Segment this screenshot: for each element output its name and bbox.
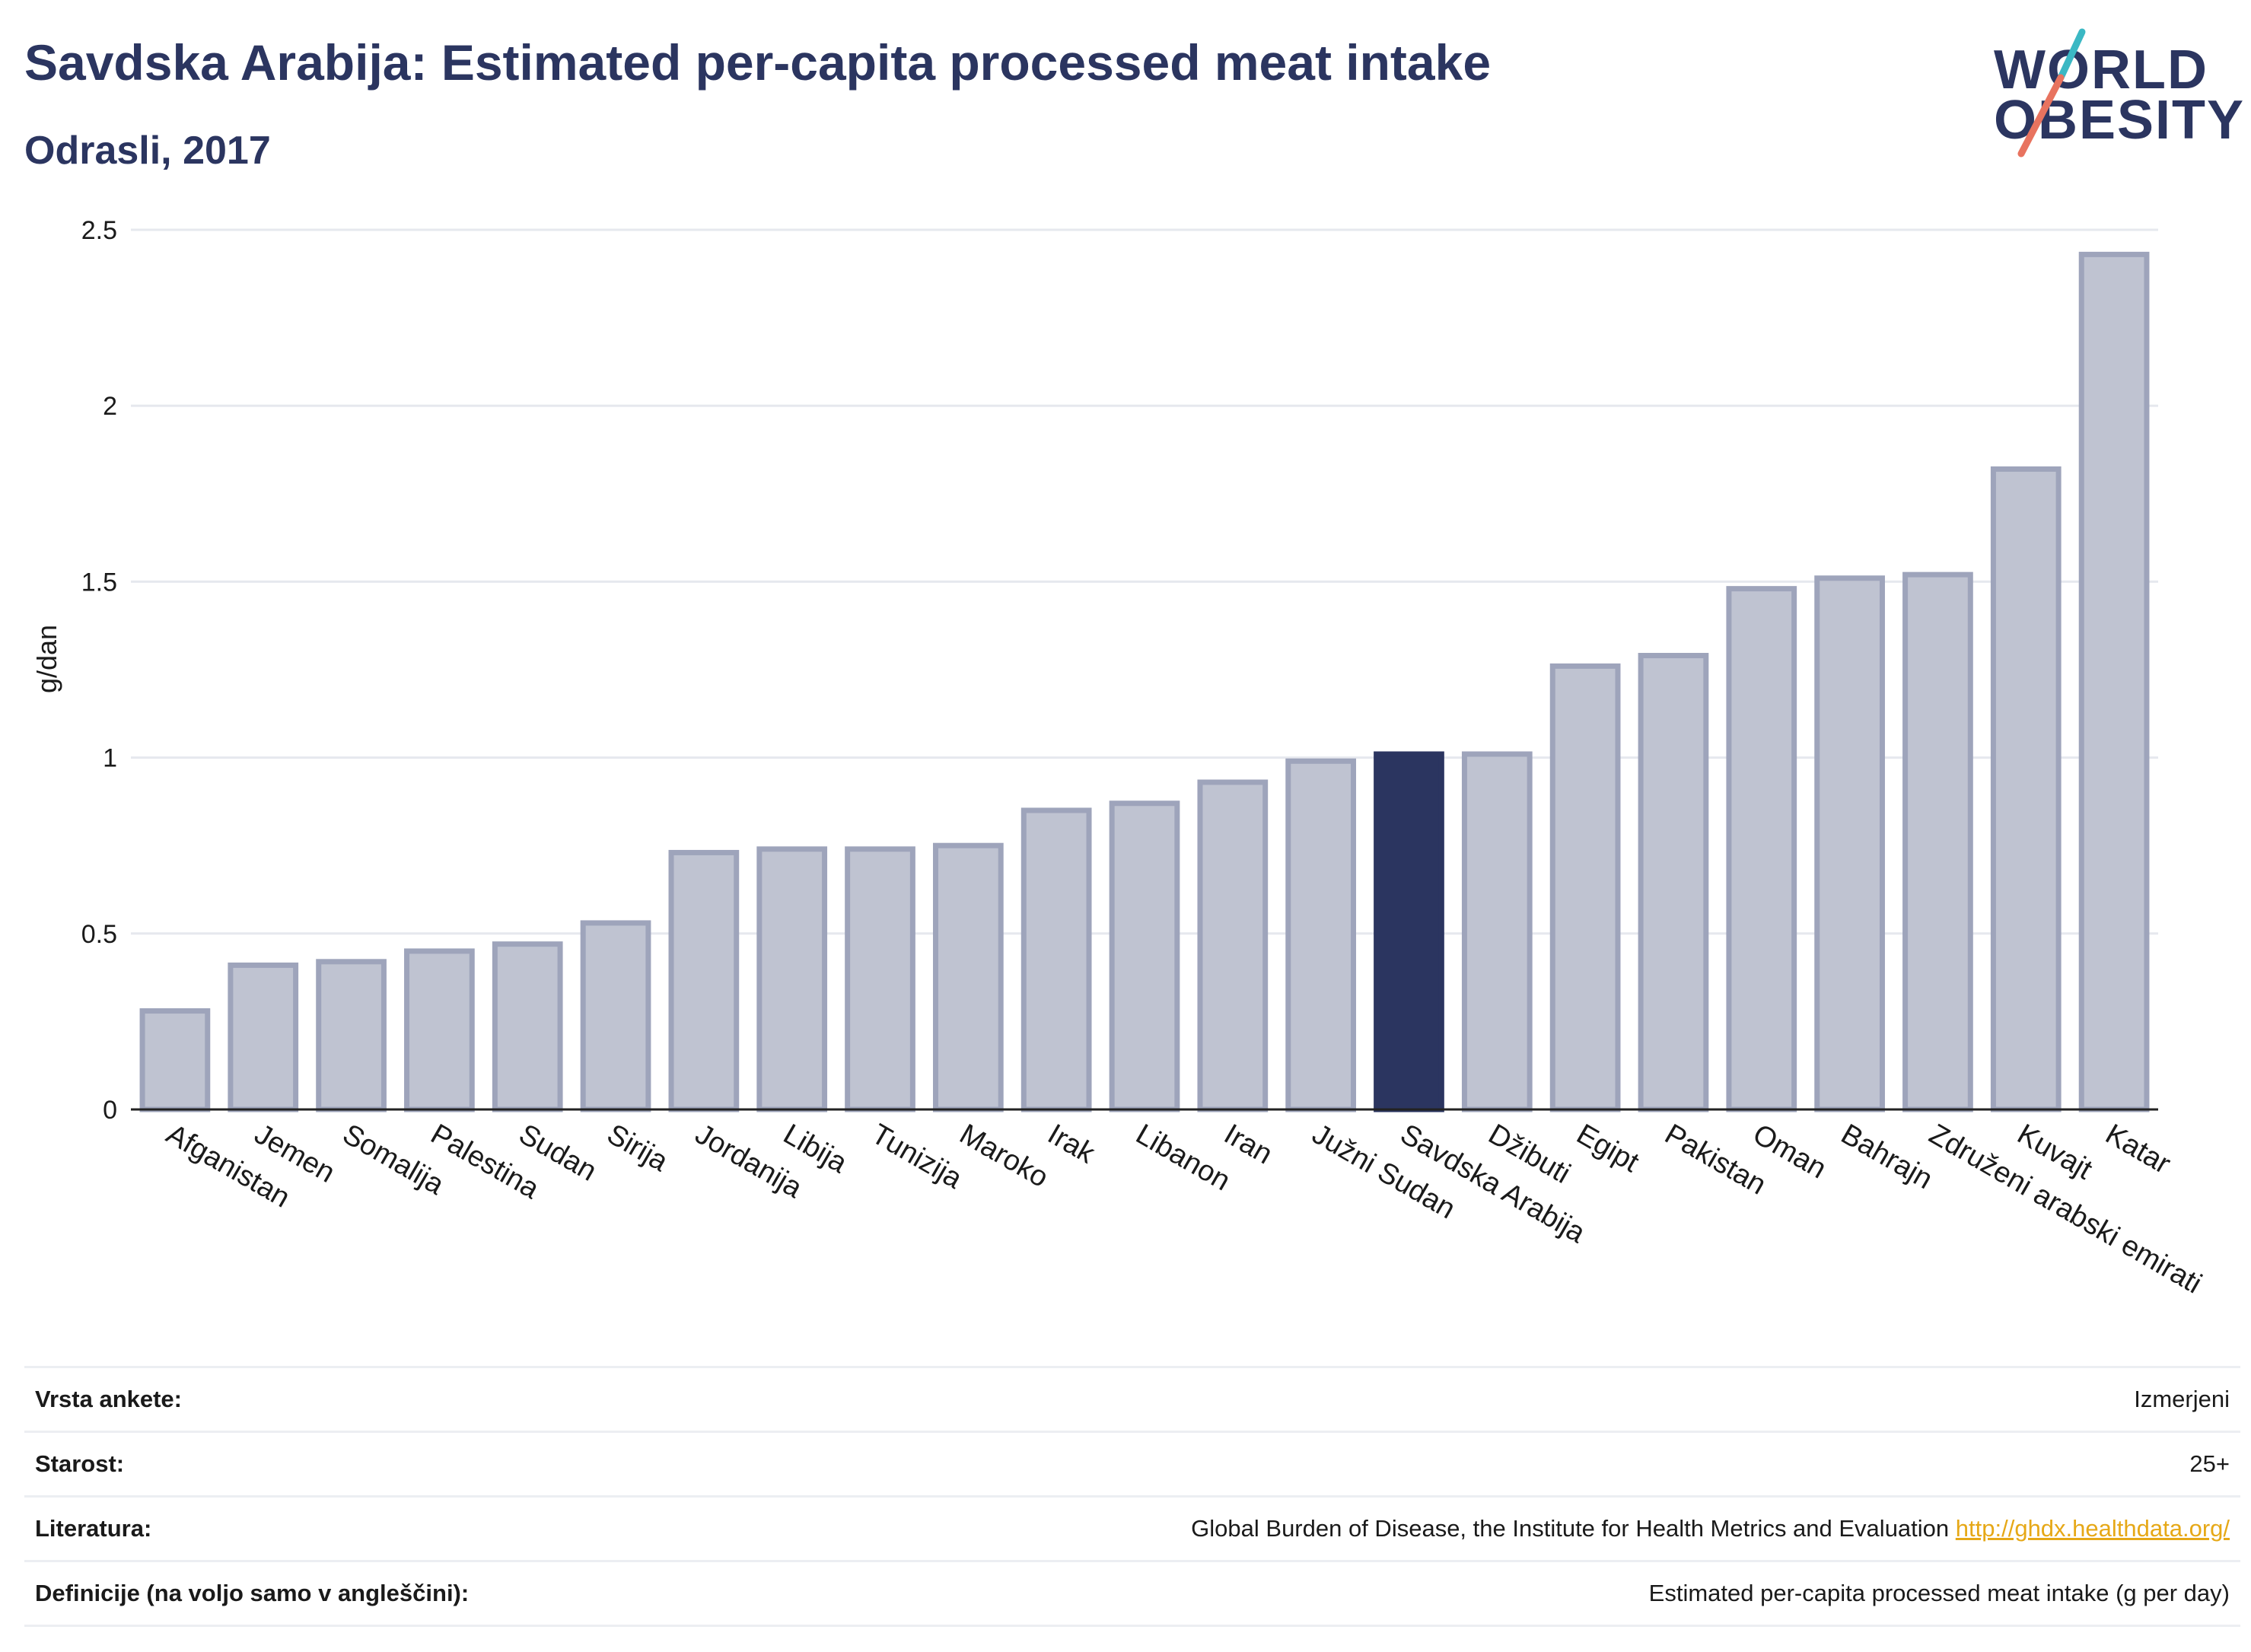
info-label: Literatura:	[35, 1515, 152, 1542]
x-tick-label: Libanon	[1131, 1118, 1236, 1197]
x-tick-label: Egipt	[1571, 1118, 1644, 1179]
bars	[139, 251, 2150, 1112]
bar-združeni-arabski-emirati	[1902, 571, 1973, 1112]
bar-chart: 0 0.5 1 1.5 2 2.5 AfganistanJemenSomalijaPale…	[31, 216, 2207, 1300]
y-axis-ticks: 0 0.5 1 1.5 2 2.5	[81, 216, 117, 1125]
bar-maroko	[932, 842, 1004, 1112]
x-tick-label: Sirija	[602, 1118, 674, 1178]
x-tick-label: Bahrajn	[1836, 1118, 1937, 1195]
info-label: Definicije (na voljo samo v angleščini):	[35, 1580, 470, 1606]
logo-text-world: WORLD	[1994, 40, 2208, 100]
x-tick-label: Somalija	[337, 1118, 450, 1202]
x-tick-label: Katar	[2100, 1118, 2176, 1180]
logo-slash-icon	[2017, 28, 2086, 158]
bar-tunizija	[845, 846, 915, 1112]
info-value: Izmerjeni	[2134, 1386, 2230, 1412]
chart-subtitle: Odrasli, 2017	[24, 129, 271, 173]
x-tick-label: Irak	[1043, 1118, 1101, 1170]
bar-sudan	[492, 941, 563, 1112]
x-tick-label: Iran	[1218, 1118, 1278, 1170]
x-tick-label: Pakistan	[1659, 1118, 1771, 1201]
bar-libija	[756, 846, 828, 1112]
info-row-definition: Definicije (na voljo samo v angleščini):…	[24, 1560, 2240, 1627]
info-value: Estimated per-capita processed meat inta…	[1648, 1580, 2230, 1606]
info-value: 25+	[2189, 1450, 2230, 1477]
bar-pakistan	[1638, 653, 1709, 1112]
bar-savdska-arabija	[1374, 751, 1444, 1112]
bar-oman	[1726, 586, 1797, 1112]
bar-južni-sudan	[1285, 758, 1357, 1112]
info-value-with-link: Global Burden of Disease, the Institute …	[1191, 1515, 2240, 1542]
bar-afganistan	[139, 1008, 211, 1112]
bar-somalija	[316, 959, 387, 1112]
bar-irak	[1020, 807, 1092, 1112]
y-tick-label: 1.5	[81, 568, 117, 597]
bar-iran	[1197, 779, 1269, 1112]
info-row-age: Starost: 25+	[24, 1431, 2240, 1495]
bar-katar	[2078, 251, 2150, 1112]
bar-džibuti	[1461, 751, 1533, 1112]
info-table: Vrsta ankete: Izmerjeni Starost: 25+ Lit…	[24, 1366, 2240, 1627]
bar-kuvajt	[1990, 466, 2062, 1112]
y-tick-label: 1	[103, 744, 117, 773]
y-axis-label: g/dan	[31, 625, 62, 693]
info-row-literature: Literatura: Global Burden of Disease, th…	[24, 1495, 2240, 1560]
world-obesity-logo: WORLD OBESITY	[1994, 27, 2245, 164]
y-tick-label: 2.5	[81, 216, 117, 245]
y-tick-label: 2	[103, 392, 117, 421]
bar-sirija	[580, 920, 651, 1112]
bar-bahrajn	[1814, 575, 1885, 1112]
x-tick-label: Maroko	[954, 1118, 1054, 1194]
info-row-survey-type: Vrsta ankete: Izmerjeni	[24, 1366, 2240, 1431]
bar-libanon	[1109, 801, 1180, 1112]
y-tick-label: 0	[103, 1096, 117, 1125]
bar-palestina	[404, 948, 475, 1112]
y-tick-label: 0.5	[81, 920, 117, 949]
source-link[interactable]: http://ghdx.healthdata.org/	[1955, 1515, 2230, 1542]
bar-jemen	[228, 962, 299, 1112]
info-value: Global Burden of Disease, the Institute …	[1191, 1515, 1950, 1542]
bar-egipt	[1549, 663, 1621, 1112]
x-tick-label: Tunizija	[866, 1118, 968, 1195]
bar-jordanija	[668, 849, 740, 1112]
info-label: Vrsta ankete:	[35, 1386, 182, 1412]
chart-title: Savdska Arabija: Estimated per-capita pr…	[24, 34, 1492, 91]
info-label: Starost:	[35, 1450, 125, 1477]
